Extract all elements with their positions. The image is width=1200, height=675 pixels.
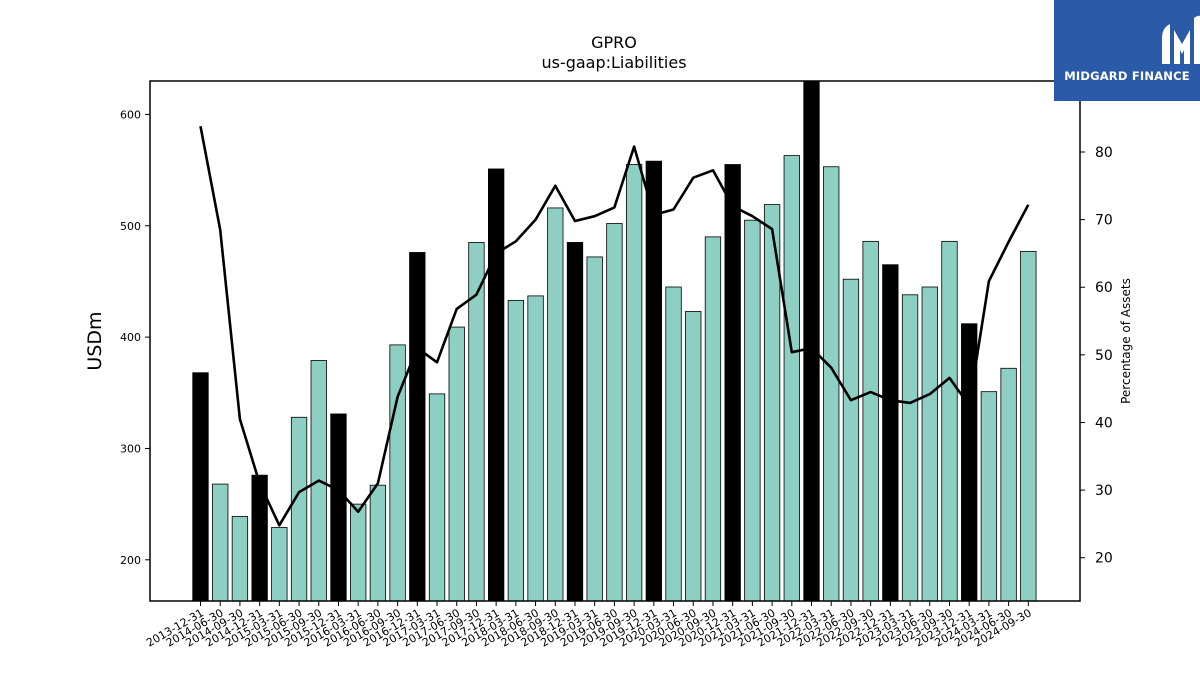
right-tick-label: 60: [1095, 280, 1113, 296]
bar-2022-12-31: [882, 264, 899, 602]
chart-subtitle: us-gaap:Liabilities: [541, 53, 687, 72]
plot-frame: [149, 80, 1081, 602]
chart-title: GPRO: [591, 33, 637, 52]
bar-2019-03-31: [586, 256, 603, 602]
bar-2023-09-30: [941, 240, 958, 602]
bar-2015-06-30: [290, 416, 308, 602]
bar-2016-12-31: [409, 252, 426, 602]
right-tick-label: 50: [1095, 348, 1113, 364]
bar-2016-03-31: [350, 503, 367, 602]
bar-2020-09-30: [704, 236, 722, 602]
bar-2021-12-31: [803, 80, 820, 602]
midgard-finance-logo: MIDGARD FINANCE: [1054, 0, 1200, 101]
y-axis-label-left: USDm: [84, 311, 106, 370]
bar-2019-12-31: [645, 160, 662, 602]
right-tick-label: 40: [1095, 415, 1113, 431]
bar-2023-06-30: [921, 286, 938, 602]
bar-2023-03-31: [901, 294, 919, 602]
bar-2018-12-31: [566, 242, 584, 602]
bar-2014-09-30: [231, 515, 249, 602]
right-tick-label: 20: [1095, 551, 1113, 567]
line-percentage-of-assets: [199, 126, 1030, 527]
left-tick-label: 200: [120, 554, 141, 567]
logo-brand-text: MIDGARD FINANCE: [1064, 69, 1190, 83]
left-tick-label: 400: [120, 331, 141, 344]
right-tick-label: 70: [1095, 213, 1113, 229]
left-tick-label: 300: [120, 442, 141, 455]
left-tick-label: 600: [120, 108, 141, 121]
bar-2017-12-31: [487, 168, 505, 602]
bar-2015-03-31: [271, 527, 288, 602]
bar-2013-12-31: [192, 372, 209, 602]
bar-2022-09-30: [862, 240, 879, 602]
bar-2019-06-30: [606, 223, 623, 602]
bar-2022-06-30: [842, 278, 860, 602]
bar-2021-09-30: [783, 155, 800, 602]
right-tick-label: 80: [1095, 145, 1113, 161]
midgard-logo-icon: [1162, 15, 1200, 64]
bar-2018-03-31: [507, 299, 525, 602]
y-axis-label-right: Percentage of Assets: [1119, 278, 1133, 404]
bar-2019-09-30: [625, 164, 643, 602]
bar-2014-06-30: [212, 483, 229, 602]
bar-2020-12-31: [724, 164, 741, 602]
right-tick-label: 30: [1095, 483, 1113, 499]
bar-2024-09-30: [1020, 250, 1037, 602]
bar-2021-03-31: [744, 219, 761, 602]
bar-2015-12-31: [330, 413, 347, 602]
bar-2024-03-31: [980, 391, 998, 602]
bar-2020-03-31: [665, 286, 682, 602]
bar-2022-03-31: [823, 166, 840, 602]
bar-2017-06-30: [448, 326, 465, 602]
bar-2024-06-30: [1000, 367, 1017, 602]
left-tick-label: 500: [120, 220, 141, 233]
bar-2016-06-30: [369, 484, 387, 602]
bar-2018-09-30: [547, 207, 564, 602]
bar-2018-06-30: [527, 295, 544, 602]
bar-2020-06-30: [685, 311, 702, 602]
bar-2017-03-31: [428, 393, 446, 602]
